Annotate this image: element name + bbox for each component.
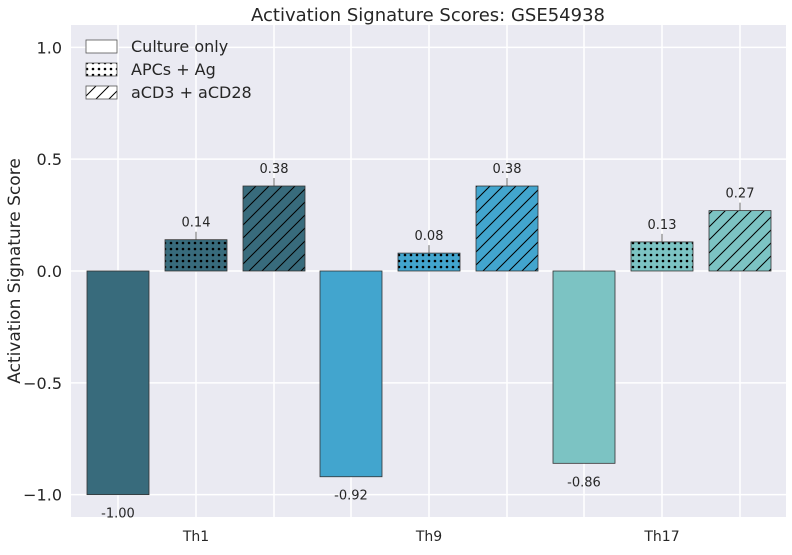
legend[interactable]: Culture only APCs + Ag aCD3 + aCD28	[85, 37, 252, 102]
bar	[397, 252, 461, 272]
legend-label[interactable]: APCs + Ag	[131, 60, 216, 79]
x-tick-label: Th17	[643, 529, 679, 545]
bar	[319, 270, 383, 478]
data-label: 0.14	[182, 216, 211, 231]
data-label: -0.86	[567, 475, 601, 490]
bar	[242, 185, 306, 272]
legend-swatch[interactable]	[85, 62, 118, 77]
data-label: 0.27	[726, 187, 755, 202]
bar	[86, 270, 150, 496]
legend-swatch[interactable]	[85, 39, 118, 54]
y-tick-label: −1.0	[23, 486, 62, 505]
bar	[475, 185, 539, 272]
data-label: 0.38	[493, 162, 522, 177]
y-axis-label: Activation Signature Score	[5, 158, 25, 384]
legend-swatch[interactable]	[85, 85, 118, 100]
data-label: 0.08	[415, 229, 444, 244]
y-tick-label: 0.0	[37, 262, 62, 281]
bar	[708, 210, 772, 272]
y-tick-label: −0.5	[23, 374, 62, 393]
x-tick-label: Th1	[182, 529, 209, 545]
chart-title: Activation Signature Scores: GSE54938	[251, 5, 605, 26]
bar	[630, 241, 694, 272]
bar	[552, 270, 616, 464]
y-tick-label: 0.5	[37, 150, 62, 169]
data-label: 0.13	[648, 218, 677, 233]
data-label: 0.38	[260, 162, 289, 177]
bars	[86, 185, 772, 496]
data-label: -0.92	[334, 489, 368, 504]
legend-label[interactable]: Culture only	[131, 37, 228, 56]
y-tick-label: 1.0	[37, 38, 62, 57]
data-labels: -1.00 -0.92 -0.86 0.14 0.08 0.13 0.38 0.38 0.27	[101, 162, 754, 522]
bar	[164, 239, 228, 272]
x-tick-label: Th9	[415, 529, 442, 545]
axes: 1.0 0.5 0.0 −0.5 −1.0 Th1 Th9 Th17	[23, 38, 679, 545]
data-label: -1.00	[101, 507, 135, 522]
legend-label[interactable]: aCD3 + aCD28	[131, 83, 252, 102]
